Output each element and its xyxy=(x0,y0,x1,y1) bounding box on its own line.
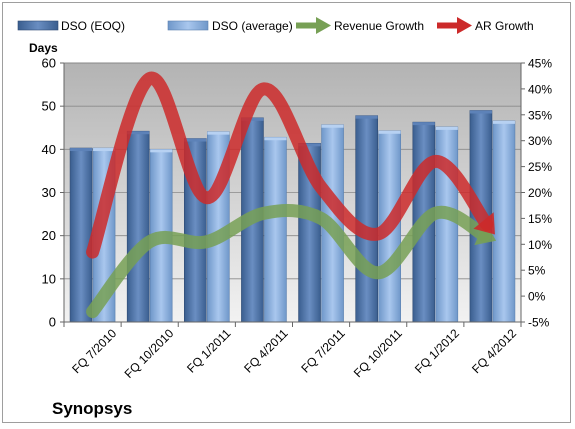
x-tick-label: FQ 1/2011 xyxy=(184,326,234,376)
y-tick-label: 60 xyxy=(42,56,56,71)
x-tick-label: FQ 10/2011 xyxy=(351,326,405,380)
bar-top xyxy=(150,149,173,153)
y-tick-label: 40 xyxy=(42,142,56,157)
bar-top xyxy=(184,138,207,142)
bar-top xyxy=(321,124,344,128)
bar-top xyxy=(469,110,492,114)
y-tick-label: 20 xyxy=(42,228,56,243)
y2-tick-label: 25% xyxy=(528,160,552,174)
bar-top xyxy=(127,131,150,135)
x-tick-label: FQ 10/2010 xyxy=(122,326,177,381)
x-tick-label: FQ 4/2012 xyxy=(469,326,519,376)
bar-top xyxy=(298,143,321,147)
bar-top xyxy=(207,131,230,135)
legend-arrow-revenue-growth xyxy=(296,17,331,34)
chart-frame: 0 10 20 30 40 50 60 -5% 0% 5% 10% 15% 20% 25% 30% 35% 40… xyxy=(2,2,571,423)
x-tick-label: FQ 4/2011 xyxy=(241,326,291,376)
bar-dso-eoq xyxy=(69,147,93,323)
bar-top xyxy=(70,148,93,152)
y2-tick-label: 10% xyxy=(528,238,552,252)
series-arrowhead-revenue-growth xyxy=(474,221,497,246)
bar-dso-average xyxy=(492,120,516,323)
bar-dso-eoq xyxy=(355,115,378,323)
legend: DSO (EOQ) DSO (average) Revenue Growth A… xyxy=(17,17,534,34)
y2-tick-label: 5% xyxy=(528,264,546,278)
y2-tick-label: 45% xyxy=(528,57,552,71)
bar-top xyxy=(435,126,458,130)
legend-swatch-dso-average xyxy=(167,20,209,31)
legend-label-revenue-growth: Revenue Growth xyxy=(334,19,424,33)
bar-top xyxy=(378,130,401,134)
bar-dso-eoq xyxy=(126,130,150,323)
y2-tick-label: 15% xyxy=(528,212,552,226)
series-line-revenue-growth xyxy=(86,204,491,319)
y2-tick-label: 20% xyxy=(528,186,552,200)
bar-top xyxy=(492,120,515,124)
y2-tick-label: 40% xyxy=(528,82,552,96)
y-tick-label: 30 xyxy=(42,185,56,200)
y2-tick-label: -5% xyxy=(528,316,550,330)
x-tick-label: FQ 1/2012 xyxy=(412,326,462,376)
series-arrowhead-ar-growth xyxy=(473,212,495,235)
series-line-ar-growth xyxy=(86,72,494,259)
x-tick-label: FQ 7/2011 xyxy=(298,326,348,376)
y2-tick-label: 30% xyxy=(528,134,552,148)
legend-arrow-ar-growth xyxy=(437,17,472,34)
bar-top xyxy=(355,115,378,119)
legend-label-dso-average: DSO (average) xyxy=(212,19,293,33)
legend-label-ar-growth: AR Growth xyxy=(475,19,534,33)
y-tick-label: 10 xyxy=(42,271,56,286)
bar-top xyxy=(264,137,287,141)
bar-dso-average xyxy=(264,136,287,323)
bar-top xyxy=(241,117,264,121)
y2-tick-label: 35% xyxy=(528,108,552,122)
chart-title: Synopsys xyxy=(52,399,132,418)
bar-top xyxy=(93,148,116,152)
dso-chart: 0 10 20 30 40 50 60 -5% 0% 5% 10% 15% 20% 25% 30% 35% 40… xyxy=(17,17,552,418)
legend-label-dso-eoq: DSO (EOQ) xyxy=(61,19,125,33)
bar-top xyxy=(412,122,435,126)
y-tick-label: 50 xyxy=(42,99,56,114)
y2-tick-label: 0% xyxy=(528,290,546,304)
x-tick-label: FQ 7/2010 xyxy=(69,326,119,376)
legend-swatch-dso-eoq xyxy=(17,20,59,31)
y-axis-label: Days xyxy=(29,41,58,55)
y-tick-label: 0 xyxy=(49,315,56,330)
